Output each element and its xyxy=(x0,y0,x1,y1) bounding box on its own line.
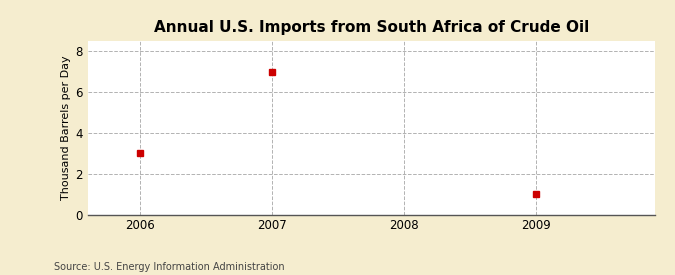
Y-axis label: Thousand Barrels per Day: Thousand Barrels per Day xyxy=(61,56,72,200)
Title: Annual U.S. Imports from South Africa of Crude Oil: Annual U.S. Imports from South Africa of… xyxy=(154,20,589,35)
Text: Source: U.S. Energy Information Administration: Source: U.S. Energy Information Administ… xyxy=(54,262,285,272)
